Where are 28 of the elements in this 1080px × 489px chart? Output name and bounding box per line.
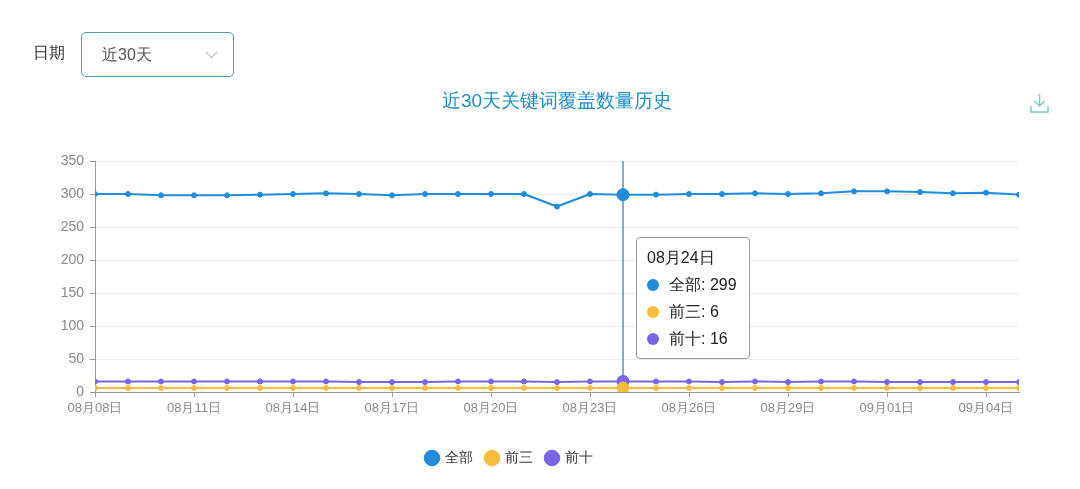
x-tick-label: 08月29日 bbox=[760, 400, 816, 416]
legend-label: 全部 bbox=[444, 448, 473, 465]
y-tick-label: 50 bbox=[68, 349, 85, 366]
tooltip-title: 08月24日 bbox=[647, 248, 715, 268]
legend-label: 前十 bbox=[564, 448, 593, 465]
tooltip-text: 前十: 16 bbox=[669, 329, 728, 349]
x-tick-label: 09月04日 bbox=[958, 400, 1014, 416]
x-tick-label: 08月26日 bbox=[661, 400, 717, 416]
x-tick-label: 08月23日 bbox=[562, 400, 618, 416]
x-tick-label: 08月11日 bbox=[167, 400, 221, 416]
tooltip-text: 全部: 299 bbox=[669, 275, 737, 295]
y-tick-label: 0 bbox=[76, 382, 85, 399]
legend-label: 前三 bbox=[504, 448, 533, 465]
y-tick-label: 200 bbox=[60, 250, 85, 267]
x-tick-label: 08月20日 bbox=[463, 400, 519, 416]
x-tick-label: 08月08日 bbox=[67, 400, 123, 416]
select-value: 近30天 bbox=[102, 45, 152, 65]
x-tick-label: 08月17日 bbox=[364, 400, 420, 416]
y-tick-label: 350 bbox=[60, 151, 85, 168]
x-tick-label: 08月14日 bbox=[265, 400, 321, 416]
chart-title: 近30天关键词覆盖数量历史 bbox=[441, 90, 673, 112]
y-tick-label: 150 bbox=[60, 283, 85, 300]
y-tick-label: 250 bbox=[60, 217, 85, 234]
y-tick-label: 100 bbox=[60, 316, 85, 333]
y-tick-label: 300 bbox=[60, 184, 85, 201]
x-tick-label: 09月01日 bbox=[859, 400, 915, 416]
tooltip-text: 前三: 6 bbox=[669, 302, 719, 322]
date-label: 日期 bbox=[33, 43, 65, 63]
